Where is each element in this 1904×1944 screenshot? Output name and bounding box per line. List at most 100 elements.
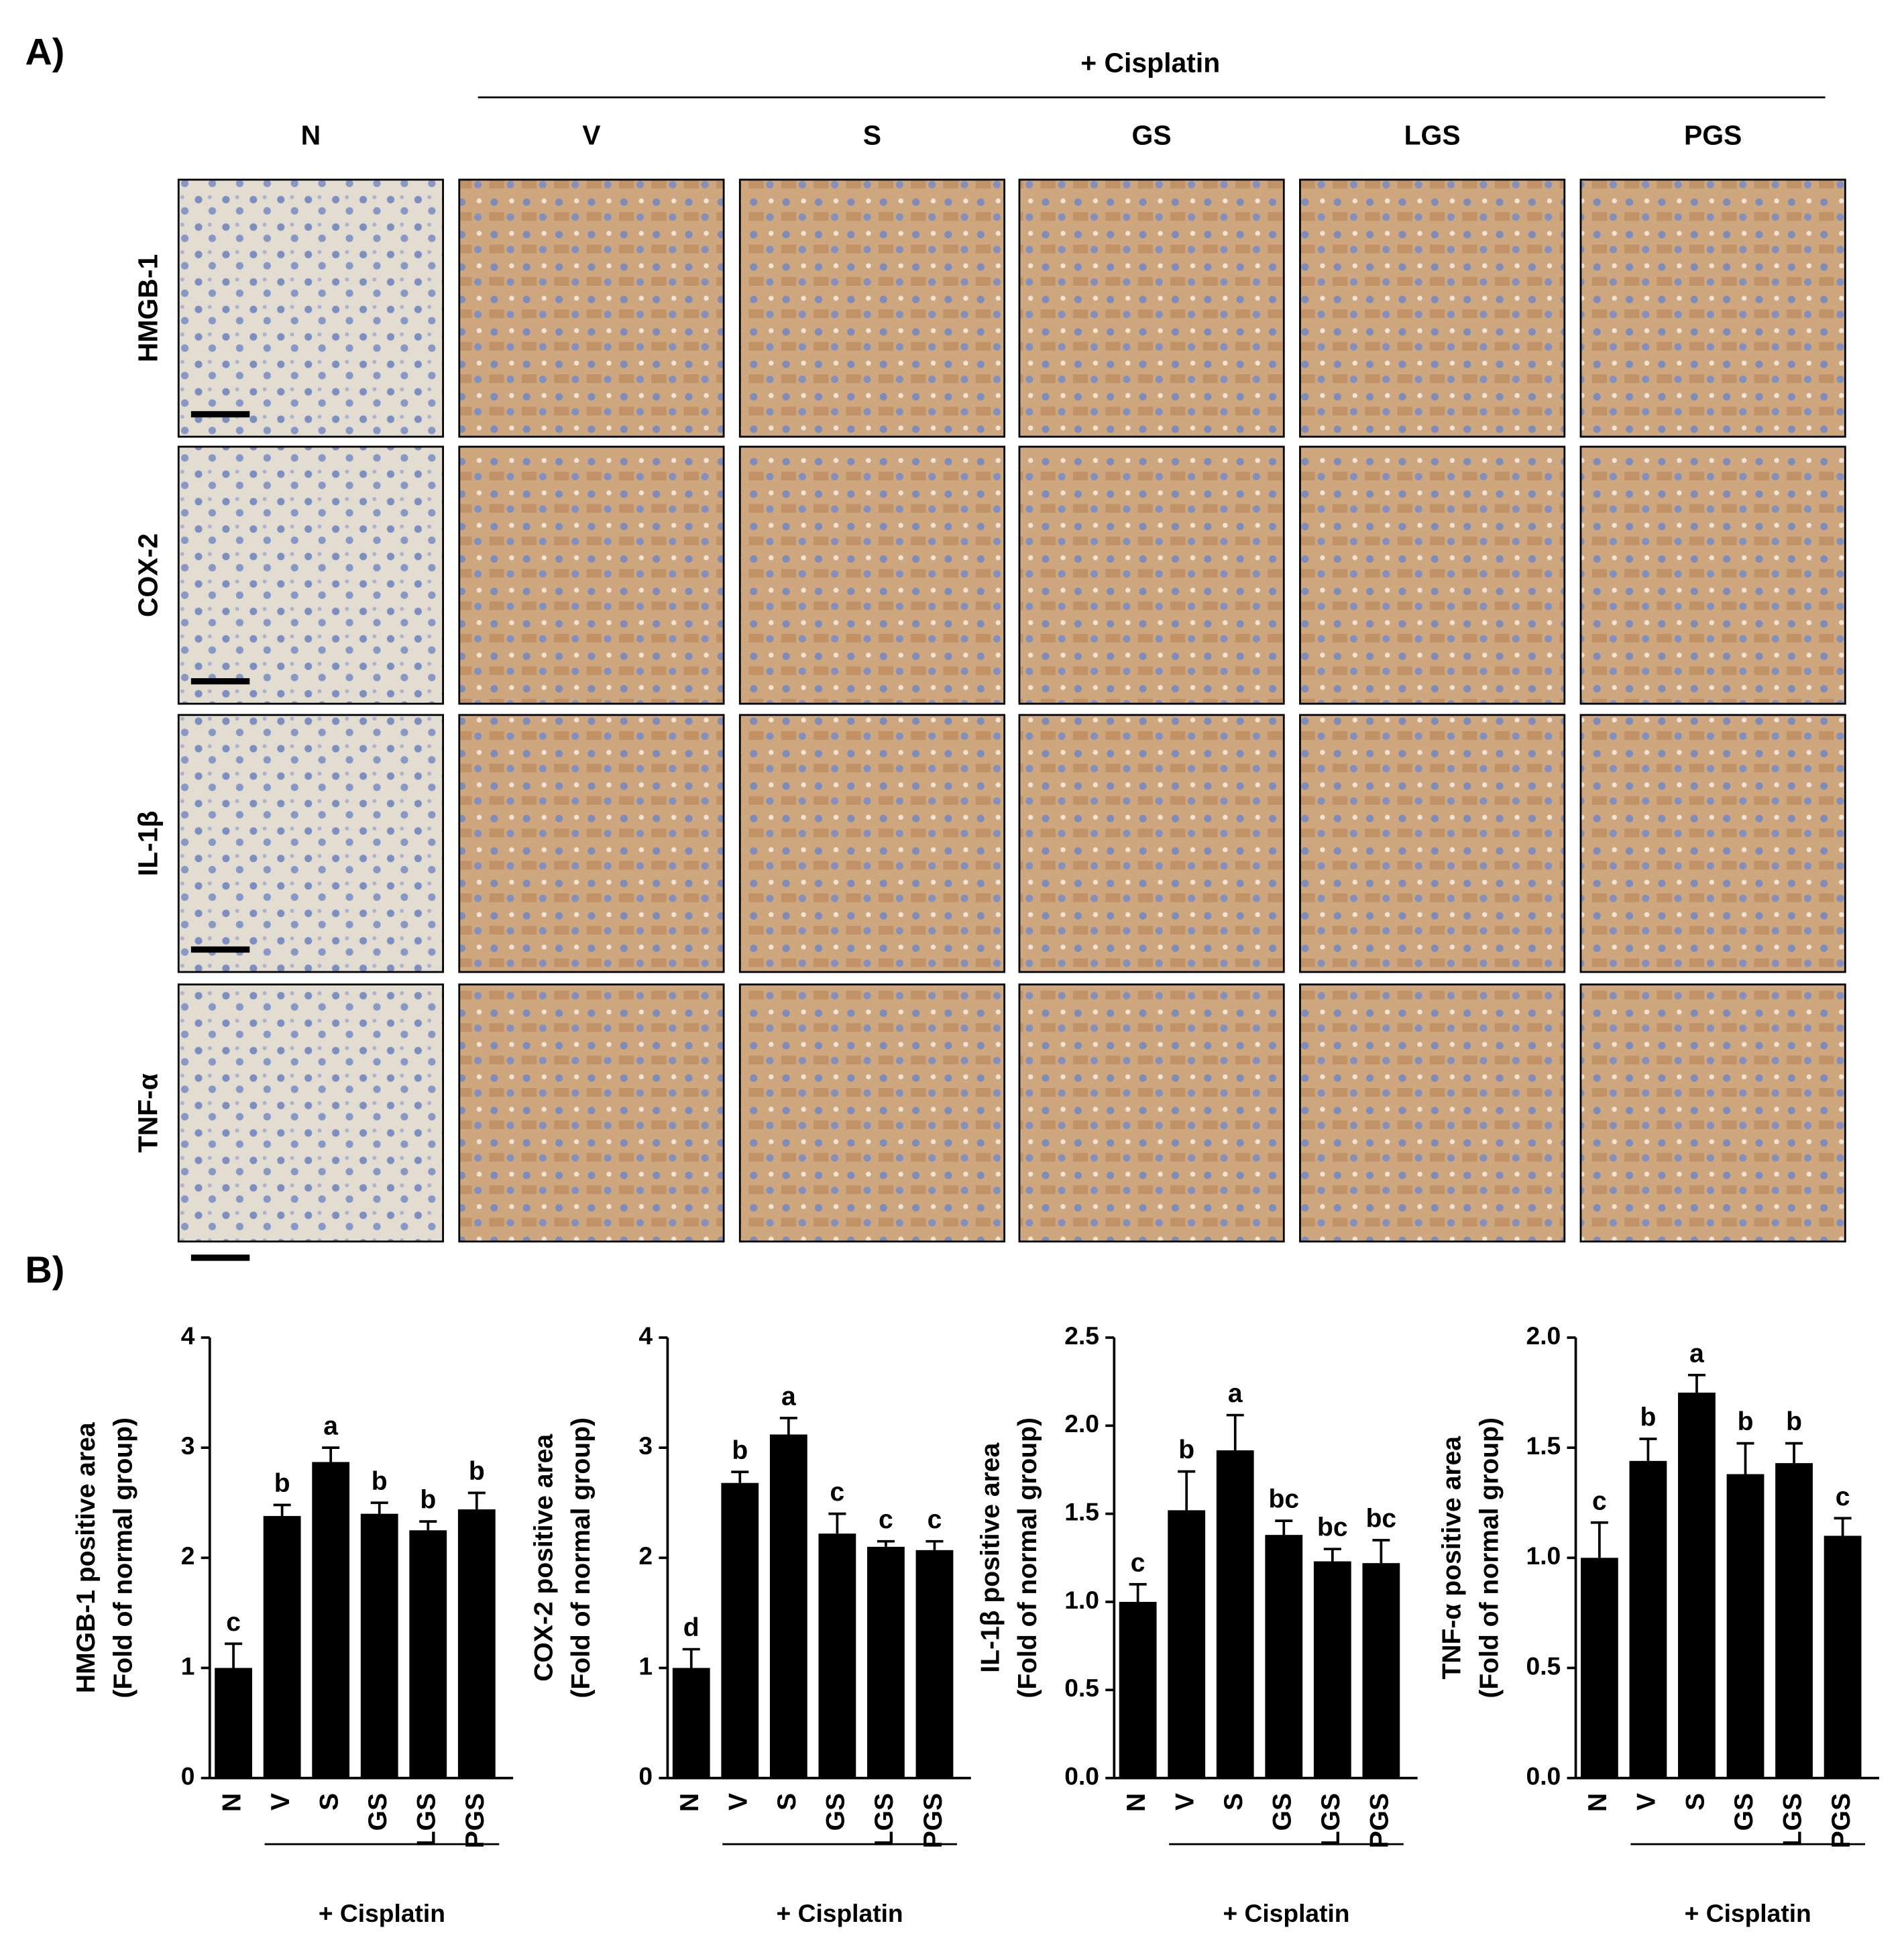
x-tick-label: V	[1171, 1793, 1200, 1811]
micrograph	[1299, 983, 1566, 1243]
bar	[721, 1482, 759, 1778]
significance-letter: b	[1786, 1407, 1802, 1436]
micrograph	[458, 983, 725, 1243]
group-label: + Cisplatin	[1080, 48, 1220, 78]
bar	[1580, 1558, 1618, 1778]
x-tick-label: GS	[1268, 1793, 1297, 1831]
row-label: TNF-α	[132, 1073, 163, 1152]
micrograph	[177, 714, 444, 973]
y-tick-label: 2.5	[1064, 1321, 1099, 1350]
x-tick-label: GS	[363, 1793, 392, 1831]
panel-a-label: A)	[25, 31, 64, 73]
x-tick-label: N	[1583, 1793, 1612, 1812]
significance-letter: d	[683, 1613, 699, 1642]
significance-letter: c	[226, 1608, 241, 1637]
y-axis-label: (Fold of normal group)	[109, 1417, 138, 1698]
x-tick-label: LGS	[1778, 1793, 1807, 1847]
bar	[1775, 1463, 1813, 1778]
y-axis-label: (Fold of normal group)	[567, 1417, 596, 1698]
x-tick-label: N	[217, 1793, 246, 1812]
bar	[1678, 1393, 1716, 1778]
row-label: HMGB-1	[132, 254, 163, 362]
y-axis-label: HMGB-1 positive area	[72, 1422, 101, 1693]
x-tick-label: PGS	[461, 1793, 490, 1848]
bar	[263, 1515, 301, 1778]
x-tick-label: GS	[822, 1793, 850, 1831]
micrograph	[177, 445, 444, 705]
bar	[1216, 1450, 1254, 1778]
micrograph	[1299, 714, 1566, 973]
x-tick-label: GS	[1730, 1793, 1758, 1831]
significance-letter: b	[1178, 1436, 1194, 1464]
micrograph	[458, 178, 725, 438]
bar	[769, 1434, 807, 1778]
y-tick-label: 1.0	[1064, 1586, 1099, 1614]
column-label: S	[863, 119, 881, 150]
significance-letter: c	[1592, 1487, 1607, 1515]
significance-letter: b	[1738, 1407, 1754, 1436]
column-label: LGS	[1404, 119, 1461, 150]
y-tick-label: 1.0	[1526, 1542, 1561, 1570]
significance-letter: c	[1131, 1548, 1145, 1577]
significance-letter: c	[879, 1505, 893, 1534]
bar	[312, 1462, 350, 1778]
significance-letter: b	[420, 1486, 436, 1515]
bar	[409, 1530, 447, 1778]
significance-letter: b	[1640, 1403, 1656, 1432]
y-tick-label: 0.0	[1526, 1762, 1561, 1790]
micrograph	[1579, 714, 1846, 973]
y-axis-label: IL-1β positive area	[976, 1443, 1005, 1673]
column-label: N	[301, 119, 321, 150]
bar	[1726, 1474, 1765, 1778]
bar	[1265, 1535, 1303, 1778]
x-tick-label: LGS	[412, 1793, 441, 1847]
column-label: PGS	[1684, 119, 1742, 150]
y-tick-label: 0.0	[1064, 1762, 1099, 1790]
micrograph	[1299, 178, 1566, 438]
micrograph	[1018, 445, 1285, 705]
group-label: + Cisplatin	[1685, 1899, 1811, 1927]
bar	[457, 1509, 496, 1778]
significance-letter: c	[928, 1505, 942, 1534]
significance-letter: a	[323, 1412, 338, 1441]
significance-letter: b	[732, 1436, 748, 1465]
y-tick-label: 2	[181, 1542, 195, 1570]
y-axis-label: COX-2 positive area	[529, 1434, 558, 1682]
micrograph	[738, 714, 1006, 973]
micrograph	[1579, 445, 1846, 705]
y-tick-label: 3	[181, 1432, 195, 1460]
micrograph	[738, 445, 1006, 705]
significance-letter: b	[372, 1467, 388, 1496]
x-tick-label: PGS	[919, 1793, 948, 1848]
micrograph	[177, 983, 444, 1243]
bar	[1629, 1460, 1667, 1778]
y-tick-label: 2.0	[1064, 1409, 1099, 1438]
x-tick-label: LGS	[1317, 1793, 1345, 1847]
y-tick-label: 1.5	[1064, 1497, 1099, 1525]
bar	[360, 1513, 398, 1778]
panel-b-label: B)	[25, 1248, 64, 1291]
micrograph	[738, 983, 1006, 1243]
x-tick-label: S	[1681, 1793, 1710, 1811]
x-tick-label: PGS	[1827, 1793, 1856, 1848]
x-tick-label: S	[315, 1793, 343, 1811]
y-tick-label: 4	[638, 1321, 653, 1350]
y-tick-label: 1	[638, 1652, 653, 1680]
significance-letter: b	[274, 1469, 290, 1498]
y-tick-label: 0	[181, 1762, 195, 1790]
column-label: V	[582, 119, 600, 150]
group-label: + Cisplatin	[319, 1899, 445, 1927]
y-tick-label: 1.5	[1526, 1432, 1561, 1460]
y-tick-label: 0	[638, 1762, 653, 1790]
micrograph	[1579, 178, 1846, 438]
bar	[1168, 1510, 1206, 1778]
y-axis-label: (Fold of normal group)	[1013, 1417, 1042, 1698]
micrograph	[177, 178, 444, 438]
micrograph	[1579, 983, 1846, 1243]
significance-letter: b	[469, 1457, 485, 1486]
bar	[1119, 1601, 1157, 1778]
significance-letter: a	[781, 1382, 796, 1411]
y-tick-label: 0.5	[1064, 1674, 1099, 1702]
